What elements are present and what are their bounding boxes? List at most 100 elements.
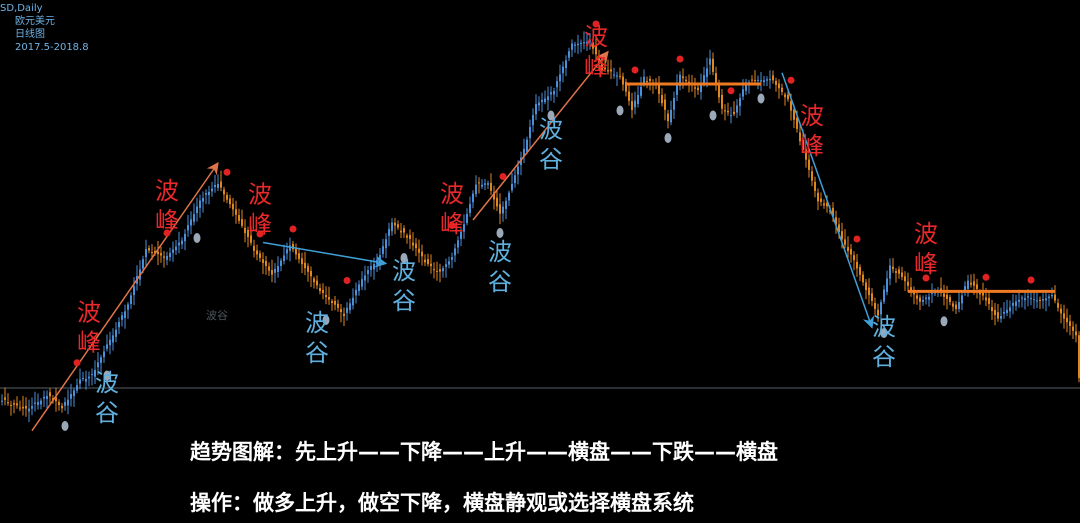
peak-label-top: 波 xyxy=(800,102,824,130)
candle-body xyxy=(184,233,186,242)
candle-body xyxy=(214,185,216,187)
candle-body xyxy=(436,271,438,272)
peak-label-bottom: 峰 xyxy=(248,210,272,238)
candle-body xyxy=(67,399,69,406)
candle-body xyxy=(739,98,741,107)
candle-body xyxy=(148,248,150,251)
candle-body xyxy=(340,309,342,312)
peak-label-bottom: 峰 xyxy=(155,207,179,235)
candle-body xyxy=(1012,302,1014,306)
candle-body xyxy=(763,80,765,83)
swing-markers-layer xyxy=(61,20,1035,431)
candle-body xyxy=(586,41,588,44)
candle-body xyxy=(877,309,879,316)
candle-body xyxy=(832,207,834,217)
candle-body xyxy=(550,92,552,95)
peak-dot xyxy=(223,168,231,176)
peak-label-top: 波 xyxy=(584,23,608,51)
candle-body xyxy=(637,95,639,104)
candle-body xyxy=(34,402,36,404)
candle-body xyxy=(1009,307,1011,312)
candle-body xyxy=(466,214,468,223)
candle-body xyxy=(268,266,270,271)
candle-body xyxy=(991,307,993,312)
candle-body xyxy=(316,280,318,286)
candle-body xyxy=(805,149,807,160)
trough-label-top: 波 xyxy=(539,116,563,144)
peak-dot xyxy=(853,235,861,243)
peak-dot xyxy=(1027,276,1035,284)
trough-label-top: 波 xyxy=(488,238,512,266)
candle-body xyxy=(565,60,567,69)
candle-body xyxy=(1021,297,1023,299)
candle-body xyxy=(649,78,651,81)
candle-body xyxy=(304,262,306,269)
candle-body xyxy=(382,246,384,254)
candle-body xyxy=(772,75,774,81)
peak-dot xyxy=(727,87,735,95)
candle-body xyxy=(439,269,441,272)
candle-body xyxy=(265,260,267,266)
candle-body xyxy=(538,102,540,106)
candle-body xyxy=(295,248,297,255)
candle-body xyxy=(547,96,549,101)
candle-body xyxy=(367,270,369,274)
candle-body xyxy=(343,313,345,316)
candle-body xyxy=(142,259,144,269)
candle-body xyxy=(385,239,387,249)
trough-dot xyxy=(193,233,201,243)
candle-body xyxy=(814,181,816,191)
candle-body xyxy=(892,266,894,270)
candle-body xyxy=(460,232,462,239)
candle-body xyxy=(370,266,372,270)
peak-label-top: 波 xyxy=(155,177,179,205)
candle-body xyxy=(889,265,891,279)
candle-body xyxy=(1063,313,1065,319)
trough-label-top: 波 xyxy=(872,313,896,341)
candle-body xyxy=(982,291,984,296)
peak-label-top: 波 xyxy=(77,298,101,326)
peak-dot xyxy=(499,173,507,180)
candle-body xyxy=(43,396,45,399)
candle-body xyxy=(262,259,264,263)
candle-body xyxy=(100,357,102,363)
peak-dot xyxy=(982,273,990,281)
candle-body xyxy=(568,51,570,58)
candle-body xyxy=(91,374,93,376)
candle-body xyxy=(16,403,18,406)
candle-body xyxy=(190,219,192,226)
candle-body xyxy=(931,292,933,294)
candle-body xyxy=(895,271,897,273)
candle-body xyxy=(769,78,771,81)
candle-body xyxy=(898,269,900,274)
candle-body xyxy=(40,400,42,405)
trough-label-bottom: 谷 xyxy=(305,339,329,367)
trend-lines-layer xyxy=(31,50,1055,432)
candle-body xyxy=(187,225,189,231)
peak-label-top: 波 xyxy=(914,220,938,248)
candle-body xyxy=(133,286,135,296)
candle-body xyxy=(790,101,792,111)
trough-label-top: 波 xyxy=(392,257,416,285)
candle-body xyxy=(220,181,222,188)
candle-body xyxy=(670,109,672,123)
period-label: 2017.5-2018.8 xyxy=(15,42,89,53)
candle-body xyxy=(196,206,198,213)
candle-body xyxy=(562,66,564,74)
candle-body xyxy=(631,101,633,110)
candle-body xyxy=(775,80,777,85)
candle-body xyxy=(658,85,660,94)
trough-dot xyxy=(61,421,69,431)
candle-body xyxy=(1,400,3,402)
candle-body xyxy=(541,99,543,103)
candle-body xyxy=(352,297,354,306)
candle-body xyxy=(820,198,822,202)
candle-body xyxy=(238,215,240,221)
peak-label-top: 波 xyxy=(440,180,464,208)
candle-body xyxy=(331,301,333,303)
candle-body xyxy=(319,288,321,292)
candle-body xyxy=(490,183,492,191)
candle-body xyxy=(838,224,840,233)
candle-body xyxy=(13,403,15,405)
candle-body xyxy=(334,300,336,305)
